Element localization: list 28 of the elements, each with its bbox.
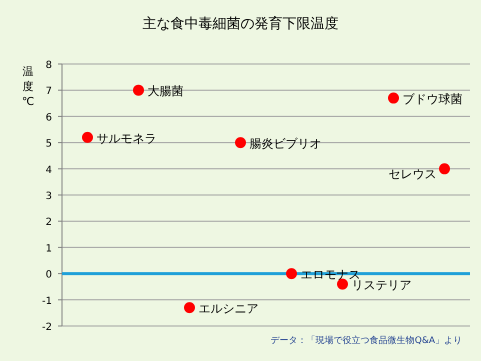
y-tick-label: 6 xyxy=(46,112,52,124)
point xyxy=(388,92,399,104)
point xyxy=(133,84,144,96)
y-tick-label: 4 xyxy=(46,164,52,176)
point xyxy=(235,137,246,148)
data-label: セレウス xyxy=(388,166,436,181)
data-label: リステリア xyxy=(352,278,412,292)
y-axis-title: 温度℃ xyxy=(22,65,34,108)
y-tick-label: -1 xyxy=(42,296,52,307)
chart-title: 主な食中毒細菌の発育下限温度 xyxy=(142,15,338,32)
y-tick-label: 2 xyxy=(46,217,52,228)
point xyxy=(286,268,297,280)
y-tick-label: 0 xyxy=(46,270,52,281)
point xyxy=(82,132,93,143)
point xyxy=(184,302,195,314)
y-tick-label: 3 xyxy=(46,191,52,202)
y-tick-label: -2 xyxy=(42,322,52,333)
text: データ：「現場で役立つ食品微生物Q&A」より xyxy=(270,335,462,346)
point xyxy=(439,163,450,174)
y-tick-label: 7 xyxy=(46,86,52,98)
y-tick-label: 1 xyxy=(46,243,52,254)
y-tick-label: 8 xyxy=(46,60,52,71)
data-label: ブドウ球菌 xyxy=(402,92,462,106)
data-label: 大腸菌 xyxy=(148,84,184,98)
y-tick-label: 5 xyxy=(46,138,52,150)
data-label: 腸炎ビブリオ xyxy=(250,136,322,151)
data-label: サルモネラ xyxy=(96,131,156,146)
data-label: エルシニア xyxy=(198,302,258,316)
